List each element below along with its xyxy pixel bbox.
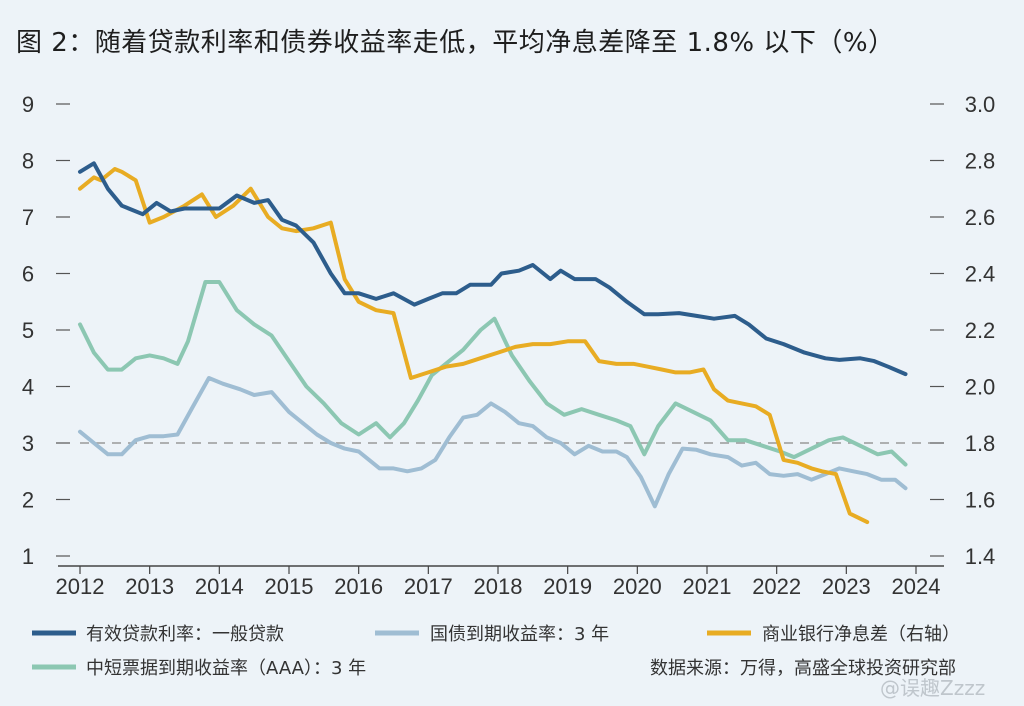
right-tick-label: 2.0 [965,375,996,400]
legend-label-cp: 中短票据到期收益率（AAA）：3 年 [86,658,366,679]
left-tick-label: 3 [22,431,34,456]
watermark: @误趣Zzzz [880,676,985,700]
left-tick-label: 7 [22,205,34,230]
left-tick-label: 5 [22,318,34,343]
right-tick-label: 1.4 [965,544,996,569]
left-axis: 1 2 3 4 5 6 7 8 9 [22,92,70,569]
left-tick-label: 4 [22,375,34,400]
x-tick-label: 2022 [752,574,801,599]
x-tick-label: 2024 [892,574,941,599]
right-tick-label: 2.4 [965,262,996,287]
right-tick-label: 1.6 [965,488,996,513]
series-layer [78,161,908,525]
x-tick-label: 2017 [404,574,453,599]
x-tick-label: 2018 [474,574,523,599]
x-tick-label: 2019 [543,574,592,599]
series-line-lending [78,161,908,377]
right-tick-label: 1.8 [965,431,996,456]
x-tick-label: 2014 [195,574,244,599]
source-note: 数据来源：万得，高盛全球投资研究部 [650,658,956,679]
right-tick-label: 2.6 [965,205,996,230]
x-tick-label: 2021 [683,574,732,599]
left-tick-label: 1 [22,544,34,569]
x-tick-label: 2020 [613,574,662,599]
series-line-cp [78,280,908,467]
legend-label-treasury: 国债到期收益率：3 年 [430,624,609,645]
x-tick-label: 2015 [265,574,314,599]
x-tick-label: 2016 [334,574,383,599]
x-tick-label: 2023 [822,574,871,599]
right-tick-label: 3.0 [965,92,996,117]
right-axis: 1.4 1.6 1.8 2.0 2.2 2.4 2.6 2.8 3.0 [930,92,995,569]
left-tick-label: 9 [22,92,34,117]
legend: 有效贷款利率：一般贷款 国债到期收益率：3 年 商业银行净息差（右轴） 中短票据… [32,624,960,679]
left-tick-label: 6 [22,262,34,287]
x-axis: 2012 2013 2014 2015 2016 2017 2018 2019 2020 2021… [56,565,944,599]
legend-label-lending: 有效贷款利率：一般贷款 [86,624,284,645]
x-tick-label: 2013 [125,574,174,599]
right-tick-label: 2.2 [965,318,996,343]
left-tick-label: 2 [22,488,34,513]
legend-label-nim: 商业银行净息差（右轴） [762,624,960,645]
series-line-treasury [78,376,908,509]
left-tick-label: 8 [22,149,34,174]
series-line-nim [78,167,870,525]
chart-title: 图 2：随着贷款利率和债券收益率走低，平均净息差降至 1.8% 以下（%） [16,28,895,58]
x-tick-label: 2012 [56,574,105,599]
right-tick-label: 2.8 [965,149,996,174]
